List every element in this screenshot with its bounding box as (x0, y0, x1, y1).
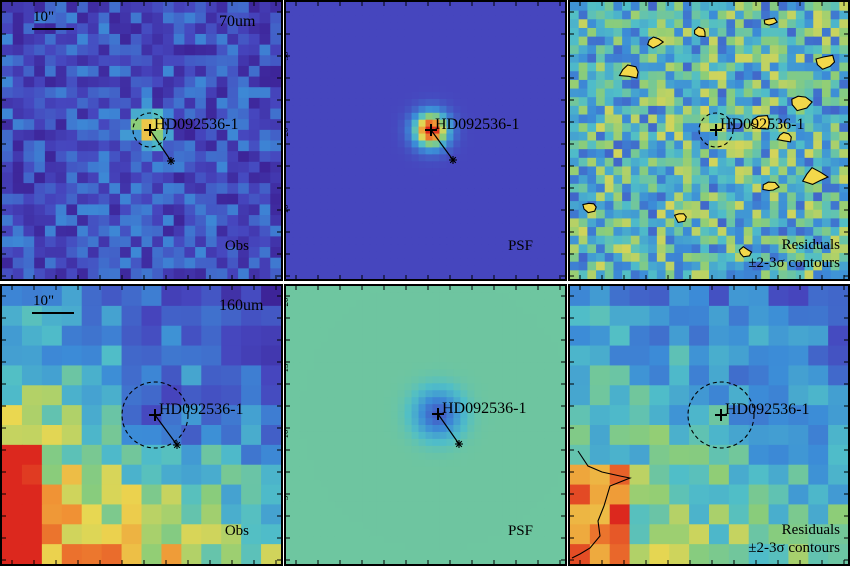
axis-ticks (286, 2, 565, 279)
panel-70um-residuals: HD092536-1 Residuals ±2-3σ contours (568, 0, 850, 281)
axis-ticks (570, 286, 848, 564)
target-label: HD092536-1 (435, 116, 519, 133)
star-position-icon (455, 440, 463, 448)
image-160um-residuals: HD092536-1 Residuals ±2-3σ contours (570, 286, 848, 564)
panel-160um-psf: HD092536-1 PSF 5101520 (284, 284, 567, 566)
star-position-icon (449, 156, 457, 164)
image-70um-obs: HD092536-1 70um 10" Obs (2, 2, 281, 279)
pixel-map (570, 2, 848, 279)
star-position-icon (173, 441, 181, 449)
axis-ticks (570, 2, 848, 279)
panel-caption: Residuals (782, 237, 840, 253)
band-label: 70um (219, 13, 256, 30)
panel-caption: Obs (225, 523, 249, 539)
panel-caption-2: ±2-3σ contours (748, 255, 840, 271)
scale-bar-label: 10" (33, 293, 54, 309)
panel-70um-psf: HD092536-1 PSF 10 20 30 (284, 0, 567, 281)
star-position-icon (167, 157, 175, 165)
pixel-map (2, 286, 281, 564)
offset-line (430, 129, 454, 161)
residual-contours (582, 17, 836, 258)
aperture-circle (687, 381, 755, 449)
image-160um-psf: HD092536-1 PSF 5101520 (286, 286, 565, 564)
panel-70um-obs: HD092536-1 70um 10" Obs (0, 0, 283, 281)
residual-contours (571, 450, 632, 559)
panel-caption: PSF (508, 523, 533, 539)
offset-line (149, 129, 172, 162)
image-160um-obs: HD092536-1 160um 10" Obs (2, 286, 281, 564)
scale-bar-label: 10" (33, 9, 54, 25)
panel-160um-obs: HD092536-1 160um 10" Obs (0, 284, 283, 566)
panel-caption: PSF (508, 238, 533, 254)
target-label: HD092536-1 (442, 400, 526, 417)
aperture-circle (132, 112, 168, 148)
axis-ticks (286, 286, 565, 564)
axis-tick-labels: 10 20 30 (286, 51, 290, 214)
source-marker (710, 124, 722, 136)
svg-text:30: 30 (286, 51, 290, 61)
image-70um-psf: HD092536-1 PSF 10 20 30 (286, 2, 565, 279)
aperture-circle (121, 381, 189, 449)
pixel-map (286, 2, 565, 279)
pixel-map (570, 286, 848, 564)
svg-text:10: 10 (286, 204, 290, 214)
band-label: 160um (219, 297, 264, 314)
axis-ticks (2, 2, 281, 279)
offset-line (437, 413, 460, 445)
target-label: HD092536-1 (154, 116, 238, 133)
axis-ticks (2, 286, 281, 564)
panel-160um-residuals: HD092536-1 Residuals ±2-3σ contours (568, 284, 850, 566)
panel-caption: Residuals (782, 522, 840, 538)
target-label: HD092536-1 (725, 401, 809, 418)
target-label: HD092536-1 (159, 401, 243, 418)
panel-caption: Obs (225, 238, 249, 254)
offset-line (154, 414, 178, 446)
svg-text:20: 20 (286, 127, 290, 137)
image-70um-residuals: HD092536-1 Residuals ±2-3σ contours (570, 2, 848, 279)
source-marker (715, 409, 727, 421)
panel-caption-2: ±2-3σ contours (748, 540, 840, 556)
aperture-circle (698, 112, 734, 148)
pixel-map (2, 2, 281, 279)
target-label: HD092536-1 (720, 116, 804, 133)
axis-tick-labels: 5101520 (286, 297, 290, 500)
